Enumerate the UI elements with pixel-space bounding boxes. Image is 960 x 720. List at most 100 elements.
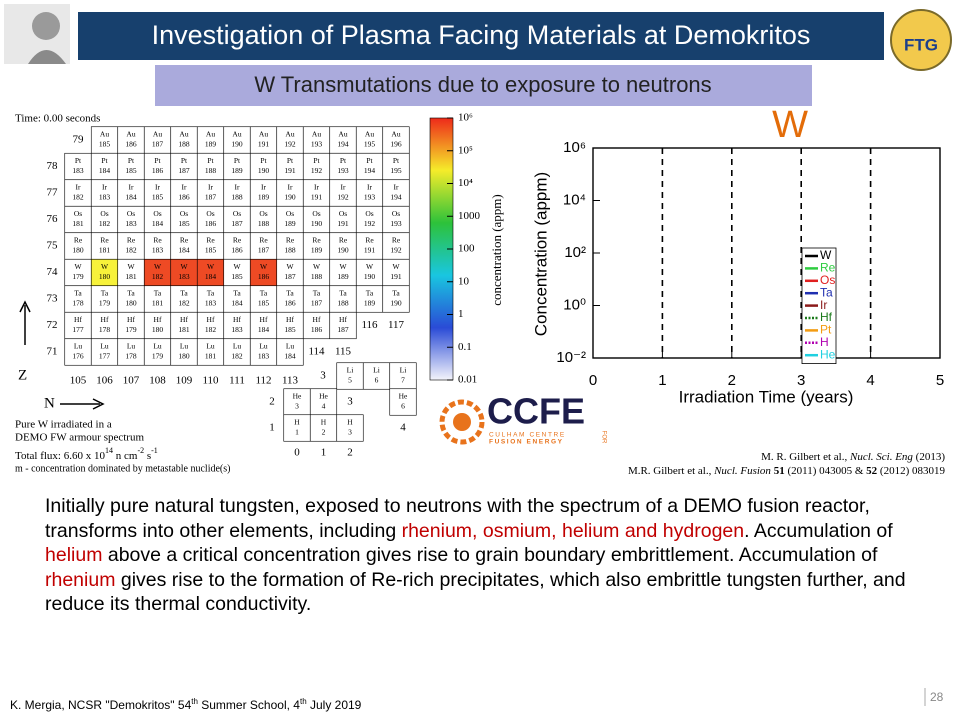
nuclide-mass: 189	[364, 299, 376, 308]
nuclide-mass: 185	[284, 325, 296, 334]
nuclide-cell	[389, 388, 417, 416]
reference: M. R. Gilbert et al., Nucl. Sci. Eng (20…	[761, 451, 945, 463]
nuclide-cell	[249, 179, 278, 207]
nuclide-mass: 187	[258, 246, 270, 255]
nuclide-cell	[117, 179, 145, 207]
nuclide-mass: 181	[125, 272, 137, 281]
text-segment: (2013)	[913, 451, 945, 463]
text-segment: . Accumulation of	[744, 519, 893, 542]
nuclide-mass: 184	[231, 299, 243, 308]
nuclide-element: Re	[153, 236, 162, 245]
nuclide-element: Pt	[128, 156, 135, 165]
nuclide-element: Hf	[207, 315, 215, 324]
nuclide-mass: 185	[152, 193, 164, 202]
y-tick-label: 10²	[564, 244, 586, 261]
n-label: 117	[388, 319, 405, 331]
nuclide-mass: 190	[258, 166, 270, 175]
nuclide-element: Ir	[102, 183, 107, 192]
nuclide-mass: 184	[205, 272, 217, 281]
nuclide-element: Ta	[207, 289, 215, 298]
nuclide-cell	[329, 285, 357, 313]
text-segment: -2	[137, 446, 144, 455]
nuclide-element: Lu	[286, 342, 295, 351]
n-label: 110	[202, 375, 219, 387]
text-segment: rhenium	[45, 568, 116, 591]
z-arrowhead	[19, 300, 31, 313]
nuclide-mass: 187	[205, 193, 217, 202]
nuclide-mass: 179	[152, 352, 164, 361]
nuclide-cell	[283, 388, 311, 416]
n-label: 109	[176, 375, 193, 387]
text-segment: th	[191, 697, 198, 706]
z-label: 1	[269, 422, 275, 434]
n-label: 1	[321, 447, 327, 459]
nuclide-mass: 184	[284, 352, 296, 361]
nuclide-mass: 187	[311, 299, 323, 308]
nuclide-element: Lu	[206, 342, 215, 351]
text-segment: (2012) 083019	[877, 465, 945, 477]
nuclide-mass: 179	[125, 325, 137, 334]
text-segment: 52	[866, 465, 878, 477]
nuclide-mass: 181	[99, 246, 111, 255]
text-segment: helium	[45, 544, 103, 567]
paragraph: Initially pure natural tungsten, exposed…	[45, 494, 925, 617]
nuclide-mass: 189	[231, 166, 243, 175]
nuclide-cell	[223, 338, 251, 366]
nuclide-element: Ir	[341, 183, 346, 192]
text-segment: M. R. Gilbert et al.,	[761, 451, 850, 463]
nuclide-cell	[276, 285, 304, 313]
nuclide-mass: 193	[311, 140, 323, 149]
z-label: 73	[47, 293, 59, 305]
nuclide-mass: 178	[99, 325, 111, 334]
nuclide-element: Hf	[339, 315, 347, 324]
nuclide-cell	[355, 232, 384, 260]
nuclide-cell	[249, 258, 278, 287]
nuclide-mass: 186	[258, 272, 270, 281]
nuclide-cell	[143, 205, 172, 234]
nuclide-mass: 183	[152, 246, 164, 255]
z-label: 71	[47, 346, 58, 358]
nuclide-mass: 188	[337, 299, 349, 308]
nuclide-element: Au	[126, 130, 135, 139]
legend-label: Re	[820, 261, 836, 275]
logo-head	[32, 12, 60, 40]
ccfe-sun	[439, 399, 485, 445]
nuclide-element: W	[207, 262, 215, 271]
y-tick-label: 10⁴	[563, 191, 586, 208]
nuclide-cell	[170, 311, 198, 340]
nuclide-element: Ir	[261, 183, 266, 192]
x-tick-label: 0	[589, 372, 597, 389]
nuclide-element: Au	[285, 130, 294, 139]
nuclide-element: Re	[233, 236, 242, 245]
flux: Total flux: 6.60 x 1014 n cm-2 s-1	[15, 446, 158, 461]
nuclide-mass: 187	[152, 140, 164, 149]
nuclide-element: W	[392, 262, 400, 271]
nuclide-element: Au	[312, 130, 321, 139]
right-logo: FTG	[890, 9, 952, 71]
nuclide-mass: 179	[99, 299, 111, 308]
nuclide-mass: 184	[99, 166, 111, 175]
nuclide-mass: 185	[231, 272, 243, 281]
nuclide-cell	[329, 232, 357, 260]
nuclide-mass: 189	[311, 246, 323, 255]
nuclide-mass: 180	[99, 272, 111, 281]
nuclide-cell	[355, 179, 384, 207]
nuclide-mass: 192	[390, 246, 402, 255]
nuclide-mass: 183	[258, 352, 270, 361]
nuclide-cell	[196, 258, 225, 287]
nuclide-mass: 194	[390, 193, 402, 202]
nuclide-element: Pt	[260, 156, 267, 165]
ccfe-core	[453, 413, 471, 431]
nuclide-element: Re	[312, 236, 321, 245]
text-segment: Initially pure natural tungsten, exposed…	[45, 495, 870, 542]
nuclide-mass: 186	[205, 219, 217, 228]
nuclide-mass: 179	[72, 272, 84, 281]
nuclide-element: Pt	[366, 156, 373, 165]
z-label: 75	[47, 240, 59, 252]
nuclide-mass: 193	[364, 193, 376, 202]
nuclide-element: Os	[259, 209, 267, 218]
nuclide-mass: 191	[337, 219, 349, 228]
nuclide-element: Au	[179, 130, 188, 139]
nuclide-mass: 188	[231, 193, 243, 202]
nuclide-element: W	[260, 262, 268, 271]
